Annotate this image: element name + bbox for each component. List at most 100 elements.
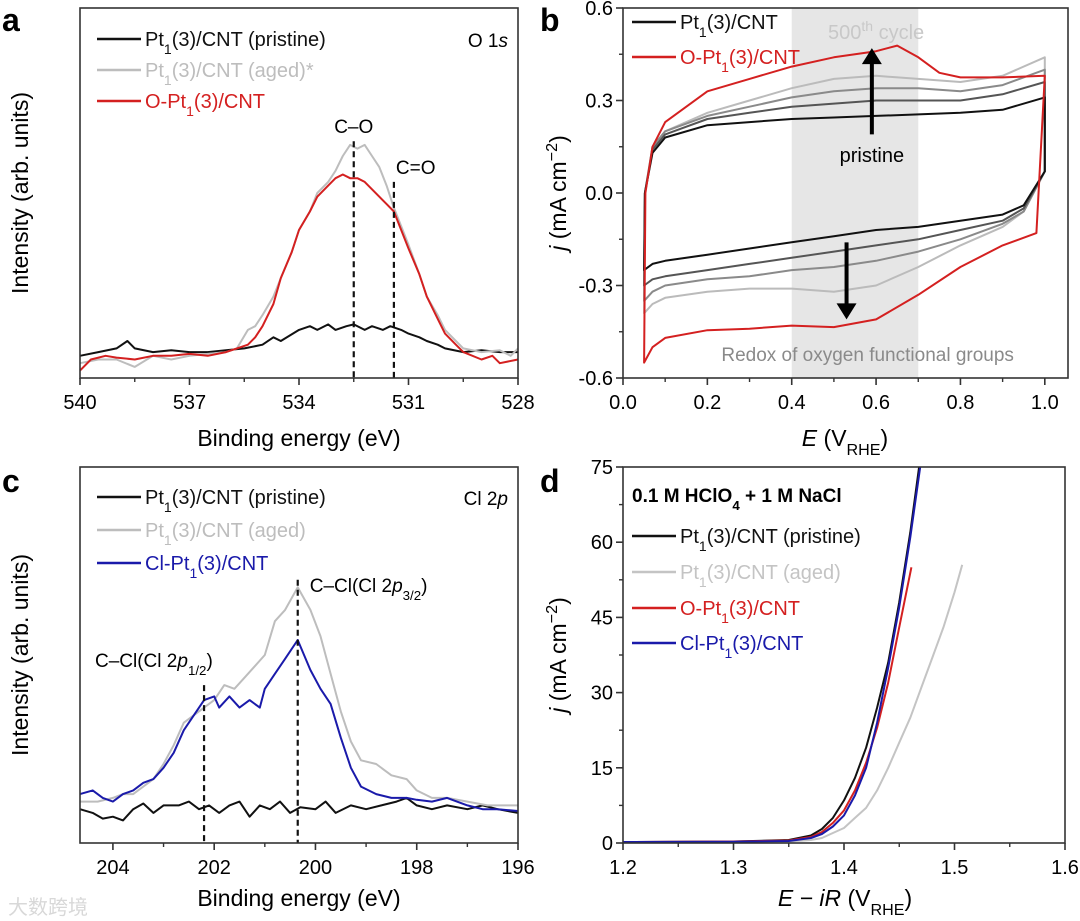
legend-label-part: 1 — [699, 24, 707, 40]
arrow-label: pristine — [840, 145, 904, 167]
legend-item: Cl-Pt1(3)/CNT — [632, 633, 803, 661]
x-axis-title-part: Binding energy (eV) — [197, 425, 400, 451]
legend-item: Pt1(3)/CNT (aged)* — [97, 60, 314, 88]
legend-label-part: (3)/CNT (pristine) — [172, 487, 326, 509]
legend-label-part: Pt — [680, 526, 699, 548]
x-axis-title-part: ) — [904, 885, 912, 911]
panel-label-c: c — [2, 463, 20, 499]
x-axis-title: Binding energy (eV) — [197, 425, 400, 451]
x-tick-label: 1.3 — [720, 857, 748, 879]
x-tick-label: 196 — [501, 857, 534, 879]
y-axis-title-part: ) — [545, 597, 571, 605]
cycle-annotation-part: 500 — [828, 22, 861, 44]
legend-label-part: Pt — [145, 29, 164, 51]
y-axis-title: j (mA cm−2) — [543, 135, 571, 254]
x-tick-label: 0.8 — [947, 392, 975, 414]
peak-label-part: 1/2 — [188, 663, 207, 678]
legend-item: Pt1(3)/CNT (aged) — [632, 562, 841, 590]
core-level-label-part: O 1 — [468, 31, 499, 52]
legend-label-part: (3)/CNT (aged) — [707, 562, 841, 584]
y-tick-label: 30 — [591, 683, 613, 705]
core-level-label-part: s — [499, 31, 509, 52]
legend-label: Pt1(3)/CNT (pristine) — [145, 29, 326, 57]
legend-label-part: 1 — [721, 59, 729, 75]
x-axis-title-part: (V — [817, 425, 847, 451]
peak-label-part: C=O — [396, 158, 436, 179]
y-axis-title: Intensity (arb. units) — [7, 554, 33, 756]
legend-label-part: 1 — [724, 645, 732, 661]
series-line-3 — [622, 466, 922, 843]
legend-item: Pt1(3)/CNT — [632, 12, 778, 40]
legend-label-part: 1 — [164, 532, 172, 548]
legend-item: O-Pt1(3)/CNT — [97, 91, 265, 119]
series-line-4 — [643, 44, 1046, 364]
legend-item: O-Pt1(3)/CNT — [632, 47, 800, 75]
y-axis-title: Intensity (arb. units) — [7, 92, 33, 294]
panel-label-d: d — [540, 463, 560, 499]
plot-frame — [622, 466, 1066, 844]
legend-label-part: O-Pt — [680, 598, 722, 620]
shaded-region — [791, 8, 919, 378]
y-axis-title-part: ) — [545, 135, 571, 143]
y-tick-label: 0 — [602, 833, 613, 855]
legend-label: O-Pt1(3)/CNT — [680, 598, 800, 626]
electrolyte-label-part: + 1 M NaCl — [740, 486, 842, 507]
series-line-2 — [79, 639, 519, 812]
legend-item: Cl-Pt1(3)/CNT — [97, 553, 268, 581]
peak-label: C–O — [334, 117, 373, 138]
arrow-label-part: pristine — [840, 145, 904, 167]
y-tick-label: 0.0 — [585, 183, 613, 205]
legend-label: Cl-Pt1(3)/CNT — [145, 553, 268, 581]
legend-label-part: (3)/CNT (aged) — [172, 520, 306, 542]
series-line-1 — [79, 143, 519, 368]
y-tick-label: 75 — [591, 457, 613, 479]
peak-label-part: ) — [421, 576, 427, 597]
legend-label: O-Pt1(3)/CNT — [145, 91, 265, 119]
y-tick-label: -0.6 — [579, 368, 613, 390]
series-line-0 — [79, 323, 518, 357]
y-axis-title-part: Intensity (arb. units) — [7, 554, 33, 756]
plot-frame — [79, 466, 519, 844]
series-line-0 — [79, 796, 519, 822]
watermark: 大数跨境 — [8, 896, 88, 919]
chart-panel-a: C–O C=O 540 537 534 531 528 Binding energy (eV)… — [7, 7, 535, 451]
x-axis-title-part: E — [802, 425, 818, 451]
redox-annotation: Redox of oxygen functional groups — [721, 345, 1014, 366]
peak-label-part: p — [391, 576, 403, 597]
legend-label-part: (3)/CNT (pristine) — [707, 526, 861, 548]
legend-label-part: Pt — [680, 12, 699, 34]
y-tick-label: 0.3 — [585, 91, 613, 113]
electrolyte-label: 0.1 M HClO4 + 1 M NaCl — [632, 486, 842, 513]
core-level-label: Cl 2p — [464, 489, 508, 510]
cycle-annotation-part: th — [861, 18, 873, 34]
x-tick-label: 540 — [63, 392, 96, 414]
y-axis-title-part: (mA cm — [545, 161, 571, 245]
legend-label-part: Pt — [145, 487, 164, 509]
arrow-head-icon — [861, 48, 882, 65]
x-tick-label: 531 — [392, 392, 425, 414]
x-tick-label: 0.0 — [609, 392, 637, 414]
x-axis-title: E − iR (VRHE) — [778, 885, 912, 919]
legend-item: Pt1(3)/CNT (aged) — [97, 520, 306, 548]
x-axis-title-part: RHE — [847, 441, 881, 459]
x-tick-label: 1.4 — [830, 857, 858, 879]
legend-label-part: Pt — [680, 562, 699, 584]
legend-label: Pt1(3)/CNT (pristine) — [680, 526, 861, 554]
chart-panel-c: C–Cl(Cl 2p1/2)C–Cl(Cl 2p3/2)204 202 200 198… — [7, 466, 535, 911]
x-tick-label: 534 — [282, 392, 315, 414]
legend-label: O-Pt1(3)/CNT — [680, 47, 800, 75]
x-tick-label: 200 — [299, 857, 332, 879]
x-tick-label: 1.0 — [1031, 392, 1059, 414]
legend-label-part: (3)/CNT — [729, 47, 800, 69]
x-tick-label: 0.2 — [693, 392, 721, 414]
peak-label-part: C–Cl(Cl 2 — [95, 651, 177, 672]
legend-label-part: O-Pt — [680, 47, 722, 69]
legend-label-part: Cl-Pt — [145, 553, 190, 575]
y-axis-title-part: j — [545, 707, 571, 716]
y-tick-label: 0.6 — [585, 0, 613, 20]
y-axis-title-part: (mA cm — [545, 623, 571, 707]
cycle-annotation: 500th cycle — [828, 18, 924, 44]
y-tick-label: 15 — [591, 758, 613, 780]
